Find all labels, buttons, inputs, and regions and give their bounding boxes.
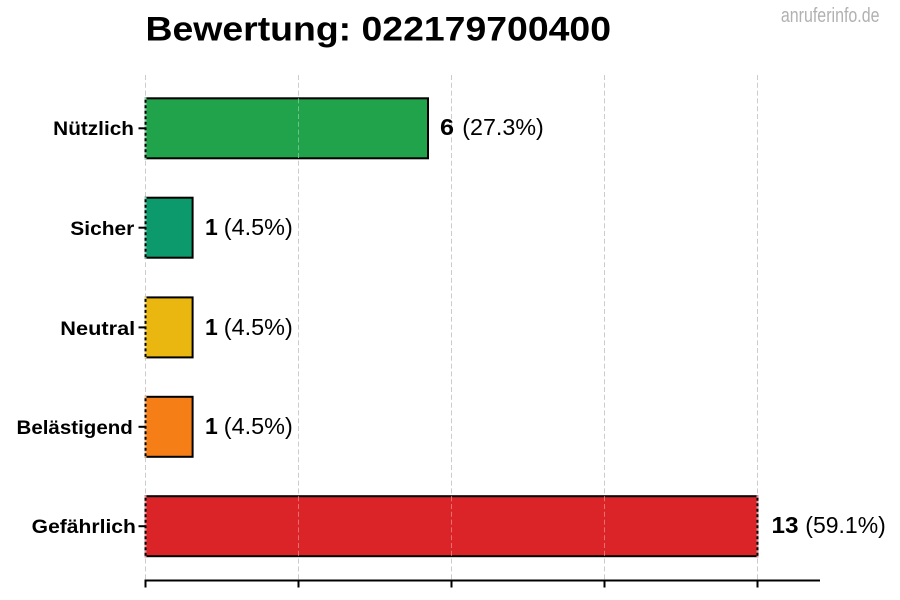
svg-text:13: 13 xyxy=(772,512,799,538)
svg-text:Belästigend: Belästigend xyxy=(17,417,133,439)
svg-text:(4.5%): (4.5%) xyxy=(224,413,293,439)
svg-text:1: 1 xyxy=(205,314,218,340)
svg-text:Sicher: Sicher xyxy=(70,218,134,240)
svg-text:Nützlich: Nützlich xyxy=(53,118,134,140)
svg-text:anruferinfo.de: anruferinfo.de xyxy=(781,5,880,27)
svg-text:Gefährlich: Gefährlich xyxy=(32,516,136,538)
svg-text:Bewertung: 022179700400: Bewertung: 022179700400 xyxy=(146,11,612,49)
svg-text:(27.3%): (27.3%) xyxy=(462,114,544,140)
svg-text:1: 1 xyxy=(205,214,218,240)
svg-text:1: 1 xyxy=(205,413,218,439)
svg-text:6: 6 xyxy=(440,114,454,140)
svg-text:(59.1%): (59.1%) xyxy=(805,512,886,538)
svg-text:(4.5%): (4.5%) xyxy=(224,214,293,240)
svg-text:Neutral: Neutral xyxy=(60,318,135,340)
svg-text:(4.5%): (4.5%) xyxy=(224,314,293,340)
